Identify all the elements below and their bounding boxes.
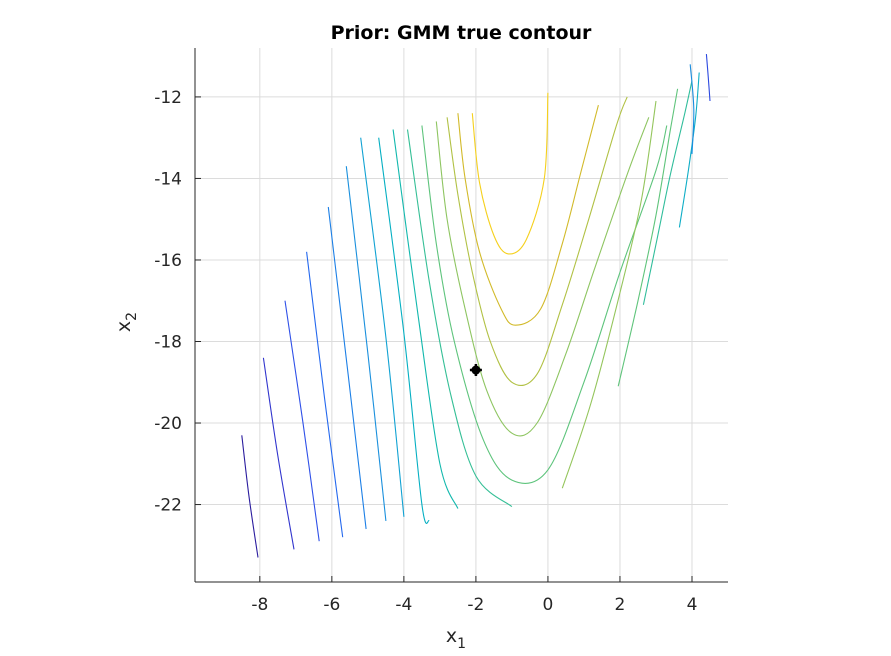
- contour-line-2: [262, 357, 295, 550]
- contour-line-7: [360, 137, 405, 517]
- y-axis-label-subscript: 2: [124, 312, 140, 321]
- contour-line-17: [617, 88, 679, 387]
- x-tick-label: 0: [543, 595, 554, 615]
- y-axis-label-main: x: [113, 321, 135, 332]
- y-tick-label: -22: [154, 496, 182, 516]
- contour-line-4: [306, 251, 344, 538]
- x-tick-label: 4: [687, 595, 698, 615]
- x-axis-label: x1: [446, 625, 466, 652]
- contour-line-16: [561, 100, 657, 489]
- y-tick-label: -18: [154, 332, 182, 352]
- contour-line-15: [471, 92, 549, 255]
- grid-lines: [195, 48, 728, 582]
- x-axis-label-main: x: [446, 625, 457, 647]
- y-tick-label: -14: [154, 169, 182, 189]
- contour-line-18: [642, 80, 693, 305]
- y-tick-label: -20: [154, 414, 182, 434]
- x-tick-label: 2: [615, 595, 626, 615]
- x-tick-label: -4: [395, 595, 412, 615]
- chart-title: Prior: GMM true contour: [331, 22, 592, 44]
- axes: [194, 48, 728, 583]
- marker-layer: [469, 364, 482, 377]
- contour-line-21: [705, 54, 711, 102]
- contour-line-5: [327, 206, 367, 530]
- contour-line-9: [392, 129, 459, 509]
- x-tick-label: -2: [467, 595, 484, 615]
- contour-line-14: [457, 104, 599, 326]
- contour-line-13: [446, 96, 628, 387]
- contour-line-6: [345, 166, 387, 521]
- tick-labels: -8 -6 -4 -2 0 2 4-22-20-18-16-14-12: [154, 88, 697, 615]
- contour-line-1: [241, 435, 259, 558]
- contour-line-12: [435, 117, 650, 437]
- y-tick-label: -12: [154, 88, 182, 108]
- contour-line-8: [378, 137, 430, 524]
- contour-line-10: [406, 129, 513, 508]
- y-axis-label: x2: [113, 312, 140, 332]
- y-tick-label: -16: [154, 251, 182, 271]
- x-tick-label: -8: [251, 595, 268, 615]
- data-point-marker-cross: [469, 364, 482, 377]
- contour-line-3: [284, 300, 320, 542]
- contour-line-20: [689, 64, 695, 155]
- x-tick-label: -6: [323, 595, 340, 615]
- plot-area: [195, 48, 728, 582]
- contour-lines: [241, 54, 711, 558]
- x-axis-label-subscript: 1: [457, 636, 466, 652]
